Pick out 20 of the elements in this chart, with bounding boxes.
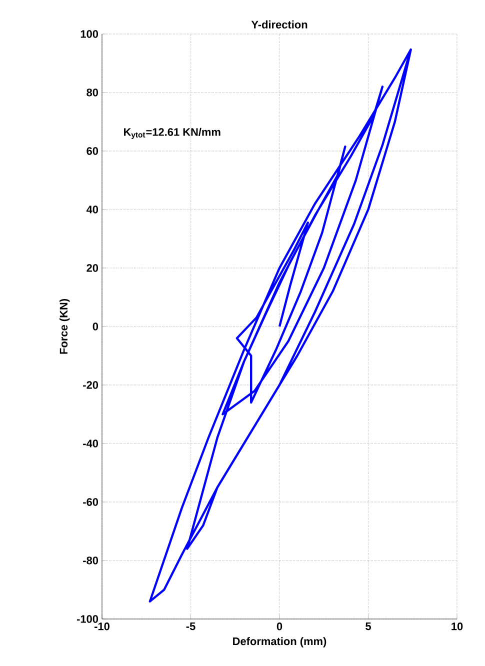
y-tick-label: 100 [80,30,98,38]
y-tick-label: 40 [86,206,98,214]
x-tick-label: -5 [186,622,196,630]
y-tick-label: -60 [83,498,98,506]
y-axis-title: Force (KN) [59,299,70,354]
y-tick-label: 80 [86,88,98,96]
x-tick-label: 0 [276,622,282,630]
y-tick-label: -100 [76,615,98,623]
y-tick-label: 0 [92,322,98,330]
x-tick-label: -10 [94,622,110,630]
x-tick-label: 10 [452,622,463,630]
chart-title: Y-direction [251,20,308,28]
y-tick-label: -20 [83,381,98,389]
x-tick-label: 5 [366,622,371,630]
y-tick-label: 20 [86,264,98,272]
y-tick-label: -80 [83,556,98,564]
y-tick-label: -40 [83,440,98,448]
x-axis-title: Deformation (mm) [233,637,326,648]
annotation: K$_{ytot}$=12.61 KN/mm [124,128,220,140]
y-tick-label: 60 [86,147,98,155]
